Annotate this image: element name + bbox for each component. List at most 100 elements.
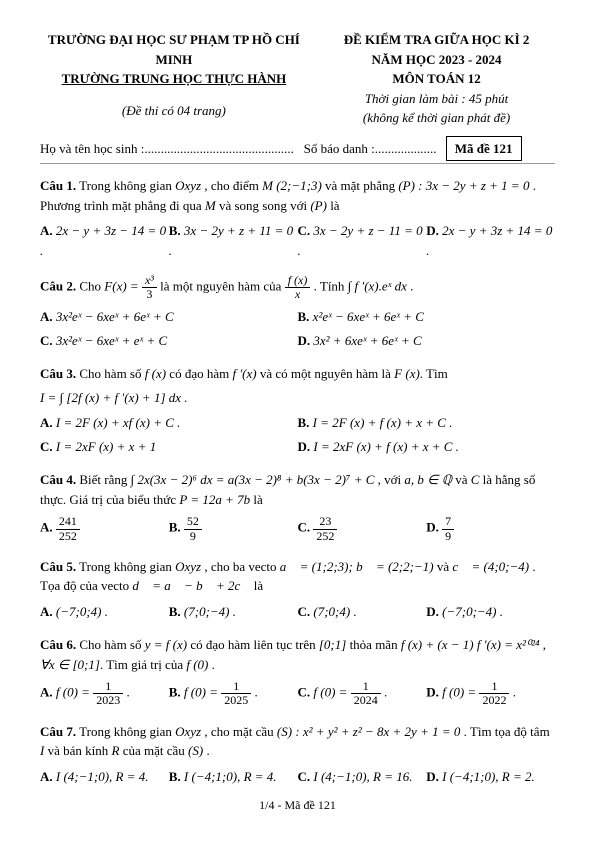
q6-t5: . Tìm giá trị của [100, 657, 186, 672]
q3-t2: có đạo hàm [166, 366, 232, 381]
q1-A: A. 2x − y + 3z − 14 = 0 . [40, 221, 169, 260]
q5-A: A. (−7;0;4) . [40, 602, 169, 622]
school-line-2: TRƯỜNG TRUNG HỌC THỰC HÀNH [40, 69, 308, 89]
q2-den2: x [285, 288, 311, 301]
q2-t4: . [407, 279, 414, 294]
q4-t3: và [452, 472, 471, 487]
q1-M2: M [205, 198, 216, 213]
q4-int: ∫ 2x(3x − 2)⁶ dx = a(3x − 2)⁸ + b(3x − 2… [131, 472, 375, 487]
dots2: ................... [375, 141, 437, 156]
q6-A: A. f (0) = 12023 . [40, 680, 169, 707]
q1-t1: Trong không gian [76, 178, 175, 193]
q6-eq: f (x) + (x − 1) f ′(x) = x²⁰²⁴ [401, 637, 540, 652]
dots1: ........................................… [144, 141, 294, 156]
q2-B: B. x²eˣ − 6xeˣ + 6eˣ + C [298, 307, 556, 327]
q1-options: A. 2x − y + 3z − 14 = 0 . B. 3x − 2y + z… [40, 219, 555, 262]
q3-C: C. I = 2xF (x) + x + 1 [40, 437, 298, 457]
q6-options: A. f (0) = 12023 . B. f (0) = 12025 . C.… [40, 678, 555, 709]
question-3: Câu 3. Cho hàm số f (x) có đạo hàm f ′(x… [40, 364, 555, 407]
q2-num: x³ [142, 274, 157, 288]
question-2: Câu 2. Cho F(x) = x³3 là một nguyên hàm … [40, 274, 555, 301]
q7-A: A. I (4;−1;0), R = 4. [40, 767, 169, 787]
pages-note: (Đề thi có 04 trang) [40, 101, 308, 121]
q7-t6: . [203, 743, 210, 758]
exam-title-1: ĐỀ KIỂM TRA GIỮA HỌC KÌ 2 [318, 30, 555, 50]
q4-P: P = 12a + 7b [179, 492, 250, 507]
q5-options: A. (−7;0;4) . B. (7;0;−4) . C. (7;0;4) .… [40, 600, 555, 624]
q2-int: ∫ f ′(x).eˣ dx [348, 279, 407, 294]
q6-t6: . [208, 657, 215, 672]
question-5: Câu 5. Trong không gian Oxyz , cho ba ve… [40, 557, 555, 596]
q2-fx: F(x) = [104, 279, 142, 294]
q6-t4: , [540, 637, 547, 652]
q3-label: Câu 3. [40, 366, 76, 381]
q5-t3: và [434, 559, 453, 574]
q1-B: B. 3x − 2y + z + 11 = 0 . [169, 221, 298, 260]
duration-note: (không kể thời gian phát đề) [318, 108, 555, 128]
q6-f0: f (0) [186, 657, 208, 672]
q2-options: A. 3x²eˣ − 6xeˣ + 6eˣ + C B. x²eˣ − 6xeˣ… [40, 305, 555, 352]
q5-D: D. (−7;0;−4) . [426, 602, 555, 622]
name-label: Họ và tên học sinh : [40, 141, 144, 156]
q4-D: D. 79 [426, 515, 555, 542]
q6-y: y = f (x) [145, 637, 187, 652]
q4-t5: là [250, 492, 263, 507]
q1-D: D. 2x − y + 3z + 14 = 0 . [426, 221, 555, 260]
q5-a: a⃗ = (1;2;3); b⃗ = (2;2;−1) [280, 559, 434, 574]
q1-P2: (P) [310, 198, 327, 213]
q1-t6: là [327, 198, 340, 213]
q1-P: (P) : 3x − 2y + z + 1 = 0 [398, 178, 529, 193]
q5-C: C. (7;0;4) . [298, 602, 427, 622]
school-line-1: TRƯỜNG ĐẠI HỌC SƯ PHẠM TP HỒ CHÍ MINH [40, 30, 308, 69]
q4-C: C. 23252 [298, 515, 427, 542]
q1-t5: và song song với [216, 198, 311, 213]
q6-all: ∀x ∈ [0;1] [40, 657, 100, 672]
question-4: Câu 4. Biết rằng ∫ 2x(3x − 2)⁶ dx = a(3x… [40, 470, 555, 509]
q7-t3: . Tìm tọa độ tâm [460, 724, 549, 739]
q6-B: B. f (0) = 12025 . [169, 680, 298, 707]
q5-d: d⃗ = a⃗ − b⃗ + 2c⃗ [132, 578, 250, 593]
q4-A: A. 241252 [40, 515, 169, 542]
q7-C: C. I (4;−1;0), R = 16. [298, 767, 427, 787]
q2-num2: f (x) [285, 274, 311, 288]
duration: Thời gian làm bài : 45 phút [318, 89, 555, 109]
q6-D: D. f (0) = 12022 . [426, 680, 555, 707]
q7-S: (S) : x² + y² + z² − 8x + 2y + 1 = 0 [277, 724, 460, 739]
q2-den: 3 [142, 288, 157, 301]
q6-label: Câu 6. [40, 637, 76, 652]
q3-t3: và có một nguyên hàm là [257, 366, 395, 381]
q5-label: Câu 5. [40, 559, 76, 574]
q2-label: Câu 2. [40, 279, 76, 294]
ma-de-box: Mã đề 121 [446, 136, 522, 162]
sbd-label: Số báo danh : [304, 141, 375, 156]
q5-B: B. (7;0;−4) . [169, 602, 298, 622]
q1-t2: , cho điểm [201, 178, 262, 193]
q3-Fx: F (x) [394, 366, 420, 381]
q3-D: D. I = 2xF (x) + f (x) + x + C . [298, 437, 556, 457]
q7-t2: , cho mặt cầu [201, 724, 277, 739]
q2-t3: . Tính [314, 279, 348, 294]
q5-t1: Trong không gian [76, 559, 175, 574]
question-7: Câu 7. Trong không gian Oxyz , cho mặt c… [40, 722, 555, 761]
q7-t1: Trong không gian [76, 724, 175, 739]
q3-I: I = ∫ [2f (x) + f ′(x) + 1] dx . [40, 388, 555, 408]
q4-ab: a, b ∈ ℚ [404, 472, 452, 487]
q2-t2: là một nguyên hàm của [160, 279, 285, 294]
q3-fpx: f ′(x) [232, 366, 256, 381]
q3-t4: . Tìm [420, 366, 448, 381]
question-6: Câu 6. Cho hàm số y = f (x) có đạo hàm l… [40, 635, 555, 674]
q1-C: C. 3x − 2y + z − 11 = 0 . [298, 221, 427, 260]
q1-oxyz: Oxyz [175, 178, 201, 193]
question-1: Câu 1. Trong không gian Oxyz , cho điểm … [40, 176, 555, 215]
q5-c: c⃗ = (4;0;−4) [452, 559, 529, 574]
q3-A: A. I = 2F (x) + xf (x) + C . [40, 413, 298, 433]
q2-C: C. 3x²eˣ − 6xeˣ + eˣ + C [40, 331, 298, 351]
q6-t3: thỏa mãn [346, 637, 401, 652]
q4-options: A. 241252 B. 529 C. 23252 D. 79 [40, 513, 555, 544]
q6-seg: [0;1] [319, 637, 346, 652]
q1-t3: và mặt phẳng [322, 178, 399, 193]
q7-oxyz: Oxyz [175, 724, 201, 739]
page-footer: 1/4 - Mã đề 121 [40, 796, 555, 814]
q5-t5: là [250, 578, 263, 593]
q7-label: Câu 7. [40, 724, 76, 739]
